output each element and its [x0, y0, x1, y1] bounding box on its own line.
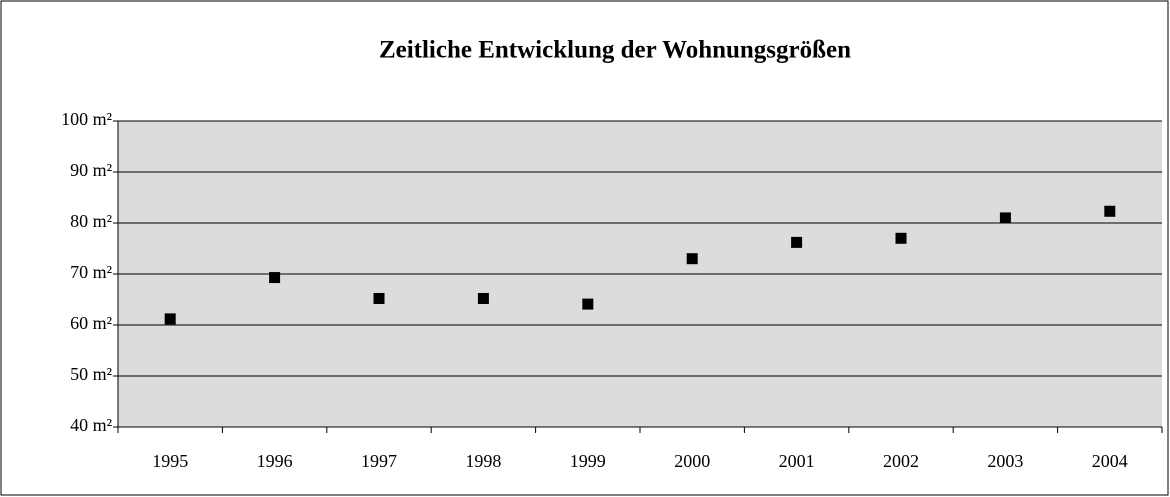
- y-tick-label: 50 m²: [70, 364, 112, 384]
- x-tick-label: 1995: [152, 451, 188, 471]
- x-tick-label: 2003: [987, 451, 1023, 471]
- data-marker: [477, 292, 489, 304]
- x-tick-label: 2004: [1092, 451, 1128, 471]
- y-tick-label: 90 m²: [70, 160, 112, 180]
- y-tick-label: 80 m²: [70, 211, 112, 231]
- data-marker: [373, 292, 385, 304]
- chart-title: Zeitliche Entwicklung der Wohnungsgrößen: [379, 37, 851, 64]
- x-tick-label: 2000: [674, 451, 710, 471]
- y-tick-label: 70 m²: [70, 262, 112, 282]
- x-tick-label: 1999: [570, 451, 606, 471]
- data-marker: [582, 298, 594, 310]
- data-marker: [999, 212, 1011, 224]
- x-tick-label: 1997: [361, 451, 397, 471]
- data-marker: [164, 313, 176, 325]
- data-marker: [791, 236, 803, 248]
- x-tick-label: 1996: [257, 451, 293, 471]
- data-marker: [895, 232, 907, 244]
- data-marker: [1104, 205, 1116, 217]
- y-tick-label: 100 m²: [61, 109, 112, 129]
- x-tick-label: 2001: [779, 451, 815, 471]
- y-tick-label: 60 m²: [70, 313, 112, 333]
- x-tick-label: 1998: [465, 451, 501, 471]
- x-tick-label: 2002: [883, 451, 919, 471]
- data-marker: [269, 272, 281, 284]
- data-marker: [686, 253, 698, 265]
- y-tick-label: 40 m²: [70, 415, 112, 435]
